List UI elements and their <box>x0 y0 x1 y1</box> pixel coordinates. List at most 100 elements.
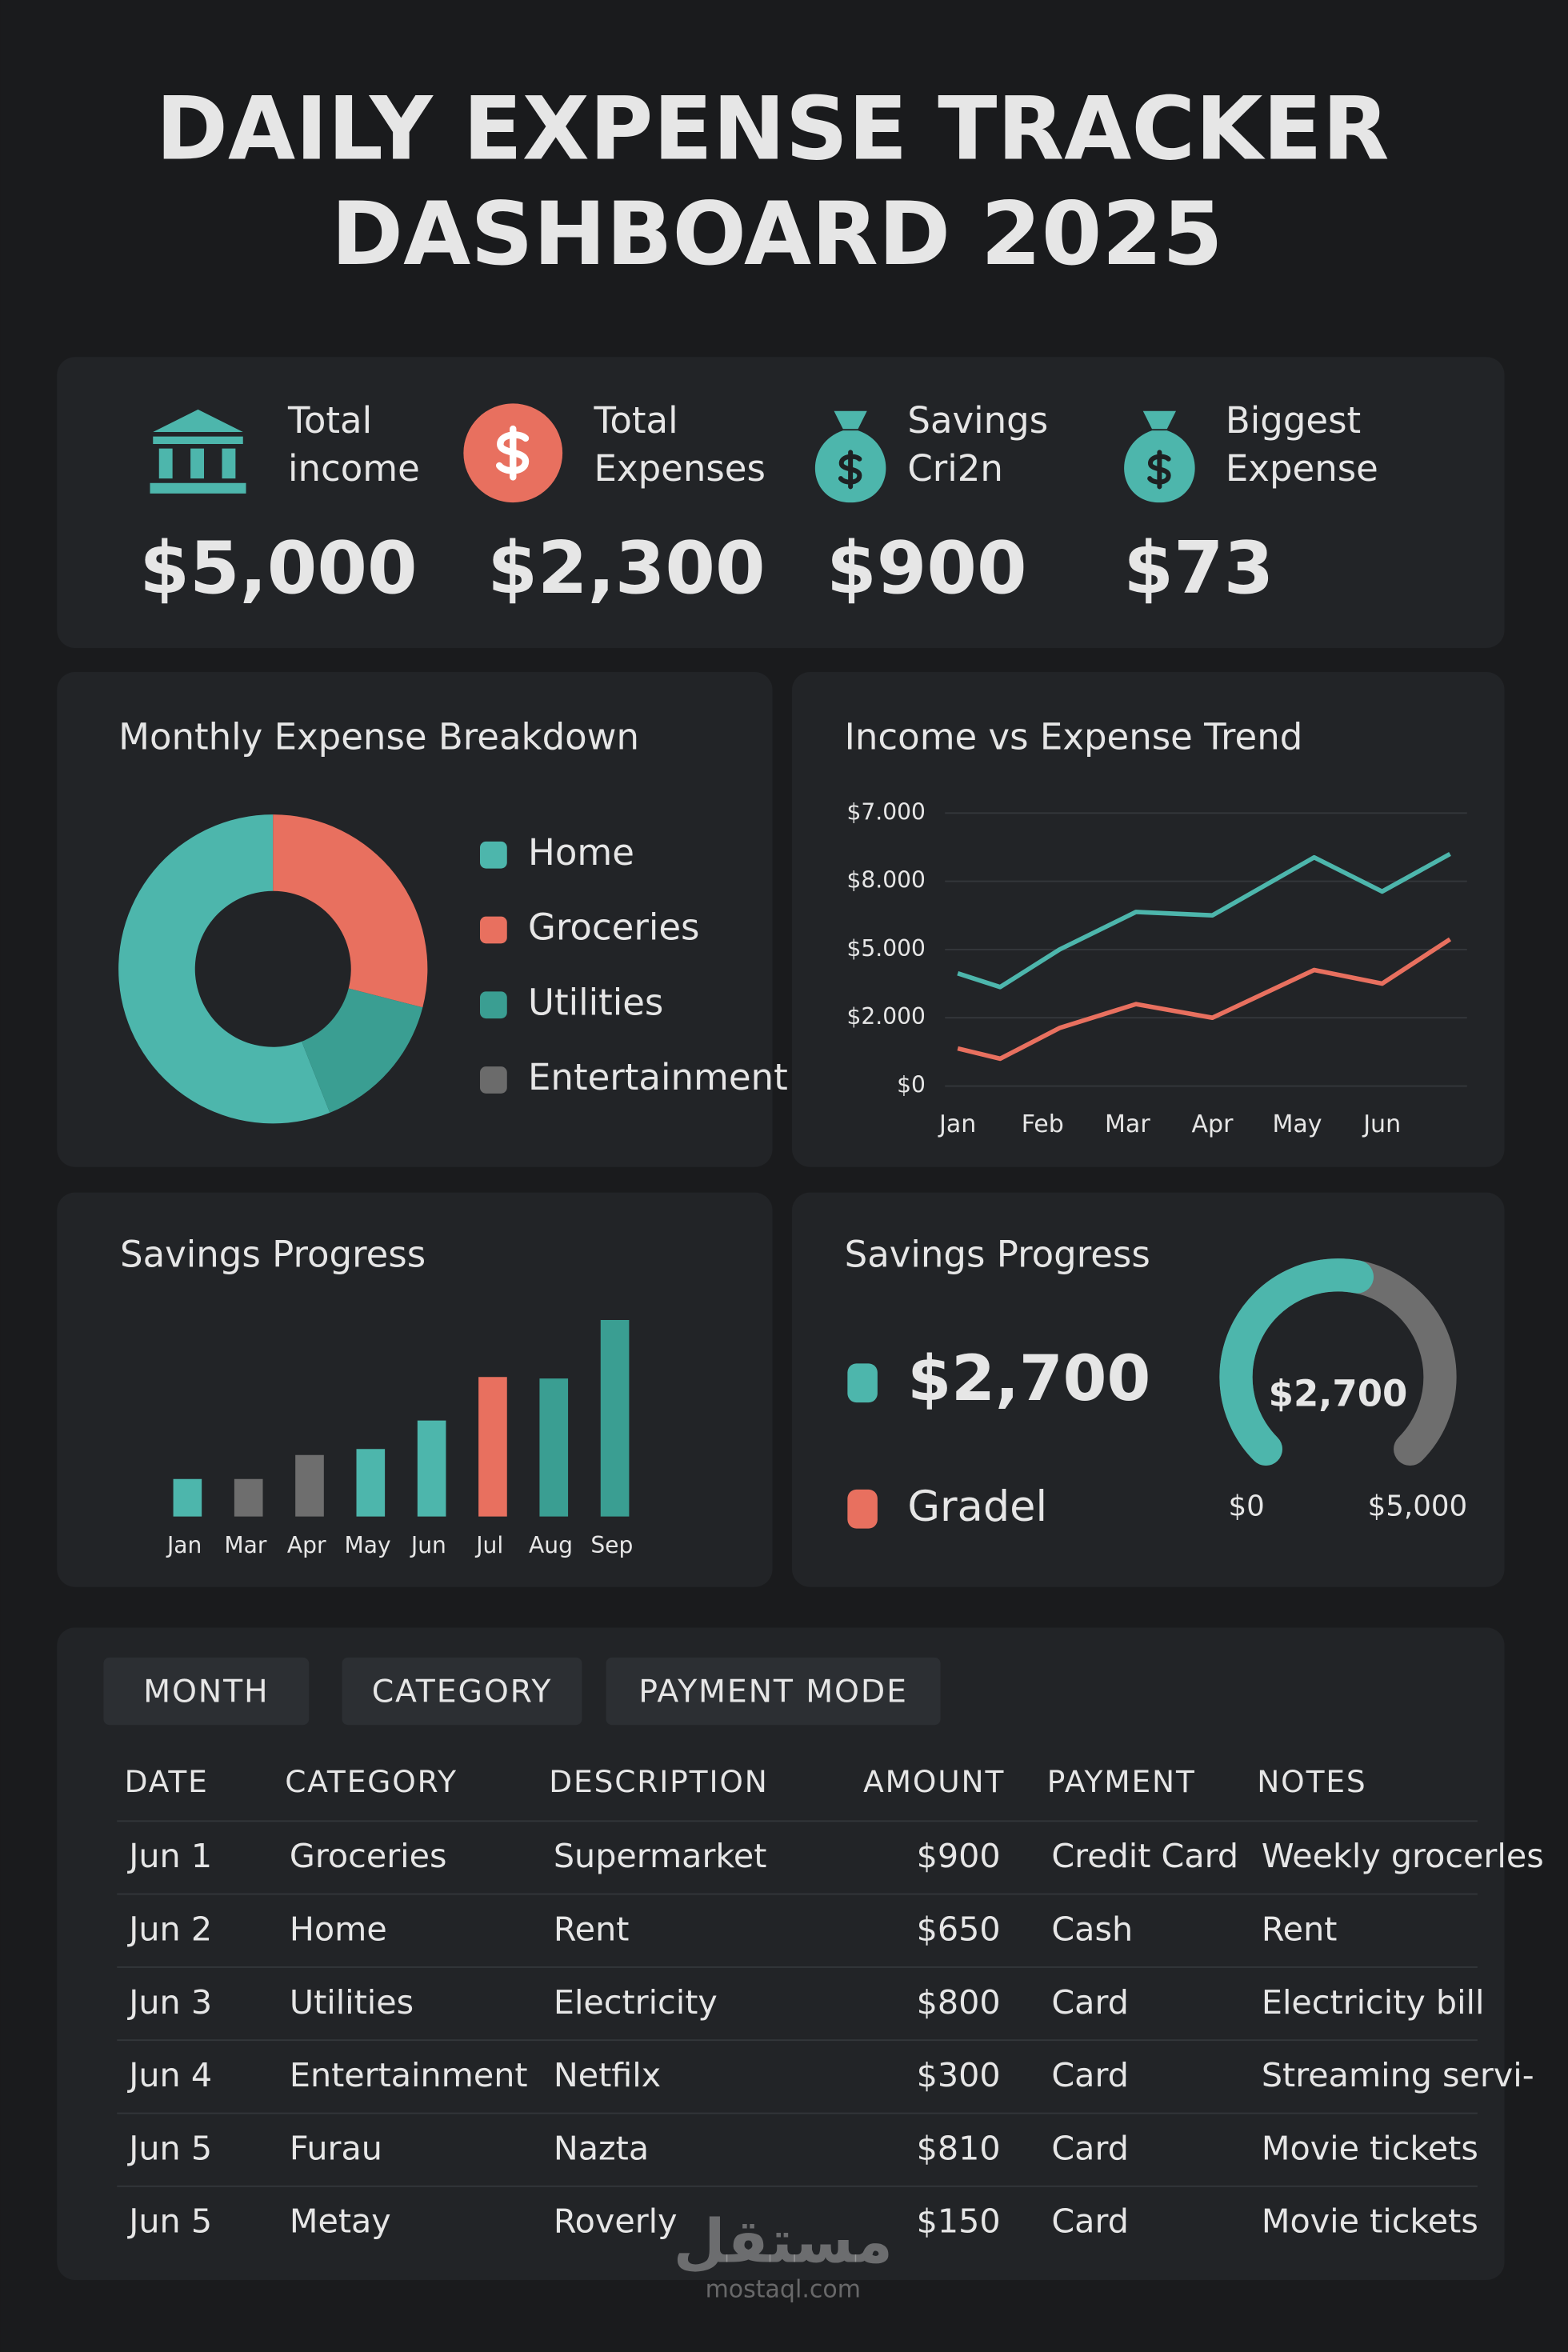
table-cell: Jun 5 <box>126 2129 212 2167</box>
table-cell: Credit Card <box>1051 1837 1238 1875</box>
table-cell: Jun 3 <box>126 1983 212 2022</box>
table-cell: Card <box>1051 2056 1129 2094</box>
table-cell: Jun 4 <box>126 2056 212 2094</box>
kpi-value: $2,300 <box>487 526 765 610</box>
x-tick-label: Apr <box>287 1532 326 1558</box>
donut-slice <box>273 814 428 1008</box>
chart-title: Monthly Expense Breakdown <box>118 715 639 758</box>
filter-button[interactable] <box>103 1657 310 1726</box>
table-cell: Entertainment <box>290 2056 528 2094</box>
table-cell: Utilities <box>290 1983 414 2022</box>
bar <box>356 1449 386 1517</box>
table-cell: Supermarket <box>554 1837 767 1875</box>
bar <box>173 1478 202 1517</box>
filter-label[interactable]: CATEGORY <box>372 1673 553 1710</box>
table-cell: Roverly <box>554 2202 678 2241</box>
table-cell: Card <box>1051 2202 1129 2241</box>
x-tick-label: Apr <box>1192 1110 1234 1138</box>
x-tick-label: Feb <box>1022 1110 1064 1138</box>
legend-label: Groceries <box>528 906 699 949</box>
watermark-site: mostaql.com <box>706 2276 861 2304</box>
dollar-glyph <box>838 450 862 490</box>
legend-label: Home <box>528 831 634 874</box>
table-cell: $800 <box>917 1983 1001 2022</box>
x-tick-label: Mar <box>1105 1110 1150 1138</box>
kpi-value: $5,000 <box>139 526 417 610</box>
table-header: DESCRIPTION <box>549 1764 768 1799</box>
filter-button[interactable] <box>342 1657 582 1726</box>
kpi-value: $900 <box>826 526 1027 610</box>
table-cell: Weekly grocerles <box>1262 1837 1544 1875</box>
filter-button[interactable] <box>606 1657 941 1726</box>
x-tick-label: Aug <box>529 1532 573 1558</box>
donut-slice <box>302 988 423 1113</box>
kpi-label: Total <box>287 399 372 442</box>
legend-label: Entertainment <box>528 1056 788 1098</box>
x-tick-label: May <box>1273 1110 1322 1138</box>
kpi-label: Biggest <box>1226 399 1361 442</box>
legend-label: $2,700 <box>907 1342 1150 1415</box>
gauge-tick-label: $5,000 <box>1368 1490 1468 1522</box>
bar <box>417 1420 446 1517</box>
table-cell: Jun 5 <box>126 2202 212 2241</box>
dollar-glyph <box>495 425 530 481</box>
table-cell: Streaming servi- <box>1262 2056 1534 2094</box>
table-cell: Cash <box>1051 1910 1133 1948</box>
table-cell: Jun 1 <box>126 1837 212 1875</box>
kpi-label: Total <box>594 399 678 442</box>
y-tick-label: $7.000 <box>847 798 926 825</box>
line-series <box>957 937 1452 1062</box>
y-tick-label: $2.000 <box>847 1003 926 1030</box>
legend-swatch <box>480 1066 507 1094</box>
bar <box>478 1377 507 1517</box>
kpi-label: Cri2n <box>907 447 1003 490</box>
table-cell: Furau <box>290 2129 382 2167</box>
table-cell: Nazta <box>554 2129 649 2167</box>
table-cell: Groceries <box>290 1837 447 1875</box>
legend-swatch <box>480 841 507 869</box>
table-cell: Netfilx <box>554 2056 661 2094</box>
bar <box>539 1378 569 1517</box>
table-cell: $900 <box>917 1837 1001 1875</box>
y-tick-label: $5.000 <box>847 935 926 962</box>
legend-label: Utilities <box>528 981 663 1023</box>
table-cell: Rent <box>554 1910 630 1948</box>
table-cell: Card <box>1051 1983 1129 2022</box>
filter-label[interactable]: PAYMENT MODE <box>638 1673 908 1710</box>
x-tick-label: Jun <box>410 1532 446 1558</box>
bar <box>600 1320 630 1517</box>
table-header: PAYMENT <box>1047 1764 1196 1799</box>
filter-label[interactable]: MONTH <box>143 1673 269 1710</box>
title-line: DASHBOARD 2025 <box>331 183 1223 285</box>
y-tick-label: $0 <box>897 1072 926 1098</box>
chart-title: Income vs Expense Trend <box>845 715 1303 758</box>
table-cell: Movie tickets <box>1262 2129 1478 2167</box>
kpi-label: Expense <box>1226 447 1378 490</box>
table-cell: Rent <box>1262 1910 1338 1948</box>
table-cell: Movie tickets <box>1262 2202 1478 2241</box>
x-tick-label: Jun <box>1362 1110 1401 1138</box>
table-cell: Card <box>1051 2129 1129 2167</box>
gauge-value-label: $2,700 <box>1269 1373 1408 1415</box>
chart-title: Savings Progress <box>845 1233 1150 1275</box>
table-cell: Metay <box>290 2202 391 2241</box>
x-tick-label: Jan <box>166 1532 202 1558</box>
kpi-label: Expenses <box>594 447 766 490</box>
kpi-value: $73 <box>1123 526 1274 610</box>
table-cell: $150 <box>917 2202 1001 2241</box>
bar <box>295 1454 324 1517</box>
donut-slice <box>118 814 330 1124</box>
legend-swatch <box>847 1363 878 1403</box>
legend-swatch <box>480 991 507 1019</box>
table-cell: $810 <box>917 2129 1001 2167</box>
table-panel <box>57 1627 1505 2280</box>
table-cell: Electricity bill <box>1262 1983 1485 2022</box>
table-cell: $650 <box>917 1910 1001 1948</box>
line-series <box>957 851 1451 990</box>
bank-icon <box>150 409 246 494</box>
x-tick-label: Mar <box>224 1532 266 1558</box>
table-header: CATEGORY <box>285 1764 458 1799</box>
